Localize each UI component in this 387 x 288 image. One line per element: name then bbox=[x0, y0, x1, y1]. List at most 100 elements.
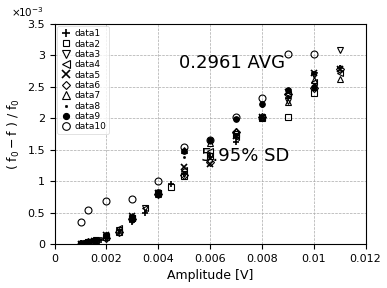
data9 bbox=[312, 85, 316, 88]
data6 bbox=[208, 161, 212, 164]
Line: data6: data6 bbox=[78, 66, 342, 246]
data6 bbox=[234, 130, 238, 134]
data9 bbox=[260, 103, 264, 106]
data10 bbox=[104, 200, 109, 203]
data3 bbox=[286, 99, 290, 102]
data4 bbox=[143, 206, 148, 209]
data1 bbox=[84, 240, 88, 244]
data5 bbox=[286, 90, 290, 94]
data2 bbox=[78, 242, 83, 245]
data1 bbox=[337, 66, 342, 70]
data9 bbox=[234, 118, 238, 121]
data6 bbox=[86, 240, 91, 244]
data7 bbox=[337, 77, 342, 81]
data1 bbox=[234, 141, 238, 144]
data10 bbox=[286, 52, 290, 56]
data4 bbox=[130, 216, 135, 219]
data5 bbox=[130, 214, 135, 217]
Line: data2: data2 bbox=[78, 90, 317, 246]
Line: data3: data3 bbox=[77, 47, 343, 247]
data2 bbox=[94, 239, 98, 242]
data3 bbox=[156, 191, 161, 194]
data5 bbox=[156, 191, 161, 194]
data1 bbox=[182, 172, 187, 175]
X-axis label: Amplitude [V]: Amplitude [V] bbox=[167, 270, 253, 283]
data1 bbox=[78, 241, 83, 245]
Line: data5: data5 bbox=[77, 66, 343, 247]
Line: data1: data1 bbox=[77, 65, 343, 246]
data10 bbox=[312, 52, 316, 56]
data1 bbox=[117, 231, 122, 234]
data8 bbox=[143, 210, 148, 213]
data3 bbox=[182, 172, 187, 175]
data4 bbox=[91, 239, 96, 242]
data6 bbox=[78, 242, 83, 245]
data3 bbox=[91, 239, 96, 243]
data4 bbox=[312, 80, 316, 84]
data6 bbox=[337, 67, 342, 71]
data6 bbox=[117, 230, 122, 233]
Y-axis label: $\mathregular{(\ f_0 - f\ )\ /\ f_0}$: $\mathregular{(\ f_0 - f\ )\ /\ f_0}$ bbox=[5, 98, 22, 170]
data4 bbox=[104, 234, 109, 238]
data8 bbox=[84, 241, 88, 245]
data3 bbox=[130, 217, 135, 221]
data8 bbox=[234, 118, 238, 121]
data5 bbox=[260, 115, 264, 119]
data9 bbox=[156, 190, 161, 194]
data3 bbox=[337, 48, 342, 52]
data1 bbox=[208, 156, 212, 159]
data10 bbox=[208, 139, 212, 142]
Line: data4: data4 bbox=[77, 69, 343, 247]
Legend: data1, data2, data3, data4, data5, data6, data7, data8, data9, data10: data1, data2, data3, data4, data5, data6… bbox=[57, 26, 109, 134]
data4 bbox=[286, 92, 290, 96]
data8 bbox=[156, 190, 161, 194]
data7 bbox=[130, 214, 135, 217]
data1 bbox=[169, 183, 174, 186]
data1 bbox=[143, 211, 148, 214]
data1 bbox=[91, 239, 96, 243]
data5 bbox=[337, 67, 342, 71]
data8 bbox=[78, 242, 83, 245]
data3 bbox=[104, 236, 109, 240]
data2 bbox=[182, 175, 187, 178]
data6 bbox=[312, 86, 316, 90]
data4 bbox=[156, 191, 161, 194]
data5 bbox=[78, 242, 83, 245]
data3 bbox=[84, 241, 88, 245]
data5 bbox=[182, 166, 187, 169]
data8 bbox=[182, 156, 187, 159]
data9 bbox=[94, 239, 98, 242]
Text: 0.2961 AVG: 0.2961 AVG bbox=[179, 54, 285, 73]
data5 bbox=[91, 239, 96, 243]
data2 bbox=[312, 91, 316, 95]
data2 bbox=[234, 132, 238, 136]
data2 bbox=[208, 154, 212, 158]
data1 bbox=[156, 192, 161, 196]
data7 bbox=[312, 79, 316, 82]
data3 bbox=[78, 242, 83, 245]
data2 bbox=[130, 216, 135, 219]
data10 bbox=[182, 145, 187, 148]
data8 bbox=[91, 239, 96, 243]
data8 bbox=[117, 229, 122, 232]
data10 bbox=[130, 197, 135, 200]
data8 bbox=[286, 94, 290, 98]
data7 bbox=[156, 192, 161, 196]
data7 bbox=[104, 233, 109, 236]
data8 bbox=[104, 235, 109, 238]
data3 bbox=[117, 229, 122, 232]
data10 bbox=[156, 179, 161, 183]
data10 bbox=[234, 115, 238, 119]
data7 bbox=[286, 101, 290, 104]
data6 bbox=[156, 192, 161, 196]
data5 bbox=[208, 162, 212, 165]
data9 bbox=[104, 233, 109, 236]
data10 bbox=[86, 208, 91, 211]
Line: data7: data7 bbox=[77, 76, 343, 247]
Line: data8: data8 bbox=[79, 84, 316, 246]
data4 bbox=[78, 242, 83, 245]
data5 bbox=[312, 71, 316, 75]
data2 bbox=[286, 115, 290, 119]
data6 bbox=[104, 236, 109, 240]
data4 bbox=[260, 115, 264, 119]
